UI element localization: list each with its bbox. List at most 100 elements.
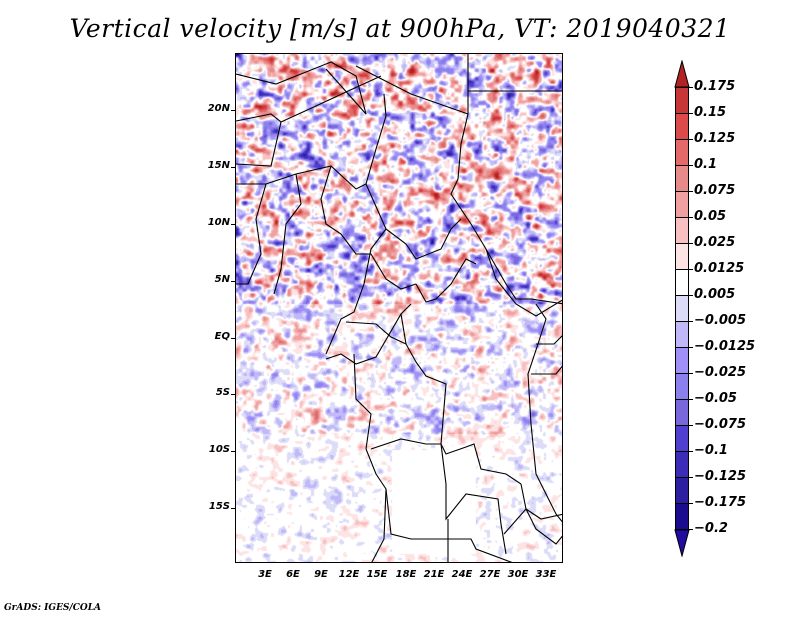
colorbar-label: −0.025 xyxy=(694,365,747,380)
y-tick xyxy=(231,338,235,339)
border-line xyxy=(365,448,387,562)
border-line xyxy=(520,483,562,545)
colorbar-label: −0.175 xyxy=(694,495,747,510)
y-tick-label: 5S xyxy=(215,387,230,398)
y-tick xyxy=(231,508,235,509)
colorbar-tick xyxy=(689,191,693,192)
x-tick-label: 24E xyxy=(451,569,473,580)
y-tick xyxy=(231,451,235,452)
border-line xyxy=(355,54,469,115)
colorbar-label: −0.075 xyxy=(694,417,747,432)
country-borders xyxy=(236,54,562,562)
x-tick-label: 21E xyxy=(423,569,445,580)
x-tick-label: 27E xyxy=(479,569,501,580)
colorbar-label: −0.005 xyxy=(694,313,747,328)
x-tick-label: 9E xyxy=(314,569,328,580)
x-tick-label: 30E xyxy=(507,569,529,580)
colorbar-label: 0.1 xyxy=(694,157,718,172)
border-line xyxy=(273,173,302,295)
colorbar-tick xyxy=(689,451,693,452)
colorbar-box xyxy=(675,269,689,296)
colorbar-box xyxy=(675,503,689,530)
border-line xyxy=(385,488,513,562)
border-line xyxy=(365,183,462,260)
border-line xyxy=(503,508,562,535)
colorbar-box xyxy=(675,139,689,166)
colorbar-label: 0.125 xyxy=(694,131,736,146)
y-tick xyxy=(231,281,235,282)
y-tick xyxy=(231,167,235,168)
colorbar-label: −0.2 xyxy=(694,521,728,536)
x-tick-label: 18E xyxy=(395,569,417,580)
chart-title: Vertical velocity [m/s] at 900hPa, VT: 2… xyxy=(69,14,731,43)
credit-text: GrADS: IGES/COLA xyxy=(4,603,102,613)
x-tick-label: 12E xyxy=(338,569,360,580)
colorbar-tick xyxy=(689,373,693,374)
y-tick-label: 15N xyxy=(207,160,230,171)
colorbar-box xyxy=(675,451,689,478)
colorbar-box xyxy=(675,425,689,452)
x-tick-label: 15E xyxy=(366,569,388,580)
border-line xyxy=(400,313,447,445)
colorbar-label: −0.125 xyxy=(694,469,747,484)
border-line xyxy=(325,228,387,355)
border-line xyxy=(236,93,387,190)
border-line xyxy=(236,183,267,285)
colorbar-label: 0.15 xyxy=(694,105,727,120)
colorbar-box xyxy=(675,191,689,218)
colorbar-box xyxy=(675,243,689,270)
colorbar-tick xyxy=(689,217,693,218)
x-tick-label: 6E xyxy=(286,569,300,580)
border-line xyxy=(353,353,372,450)
y-tick xyxy=(231,394,235,395)
colorbar-tick xyxy=(689,87,693,88)
border-line xyxy=(320,165,417,290)
colorbar-tick xyxy=(689,425,693,426)
border-line xyxy=(370,438,522,485)
colorbar-box xyxy=(675,113,689,140)
x-tick-label: 3E xyxy=(258,569,272,580)
colorbar-tick xyxy=(689,113,693,114)
colorbar-top-arrow xyxy=(674,60,690,88)
y-tick-label: 15S xyxy=(208,501,230,512)
colorbar-tick xyxy=(689,347,693,348)
y-tick-label: 20N xyxy=(207,103,230,114)
y-tick-label: 10S xyxy=(208,444,230,455)
x-tick-label: 33E xyxy=(535,569,557,580)
border-line xyxy=(450,113,562,305)
colorbar-box xyxy=(675,373,689,400)
colorbar-tick xyxy=(689,243,693,244)
colorbar-box xyxy=(675,295,689,322)
colorbar-label: −0.0125 xyxy=(694,339,756,354)
border-line xyxy=(536,335,562,345)
colorbar-box xyxy=(675,399,689,426)
colorbar-label: 0.025 xyxy=(694,235,736,250)
colorbar-tick xyxy=(689,295,693,296)
colorbar-tick xyxy=(689,399,693,400)
colorbar-bottom-arrow xyxy=(674,529,690,557)
y-tick-label: EQ xyxy=(214,331,230,342)
border-line xyxy=(415,258,477,303)
vertical-velocity-field xyxy=(236,54,562,562)
border-line xyxy=(527,303,562,523)
colorbar-box xyxy=(675,321,689,348)
map-panel xyxy=(235,53,563,563)
colorbar-tick xyxy=(689,165,693,166)
colorbar-tick xyxy=(689,269,693,270)
colorbar-box xyxy=(675,87,689,114)
colorbar-label: −0.1 xyxy=(694,443,728,458)
colorbar-box xyxy=(675,347,689,374)
colorbar-tick xyxy=(689,503,693,504)
colorbar-label: 0.175 xyxy=(694,79,736,94)
border-line xyxy=(440,443,507,555)
colorbar-box xyxy=(675,165,689,192)
colorbar-tick xyxy=(689,529,693,530)
border-line xyxy=(485,248,562,317)
border-line xyxy=(345,321,407,345)
border-line xyxy=(236,113,282,167)
colorbar-tick xyxy=(689,477,693,478)
y-tick-label: 5N xyxy=(214,274,230,285)
y-tick-label: 10N xyxy=(207,217,230,228)
border-line xyxy=(236,61,367,115)
colorbar-label: −0.05 xyxy=(694,391,737,406)
